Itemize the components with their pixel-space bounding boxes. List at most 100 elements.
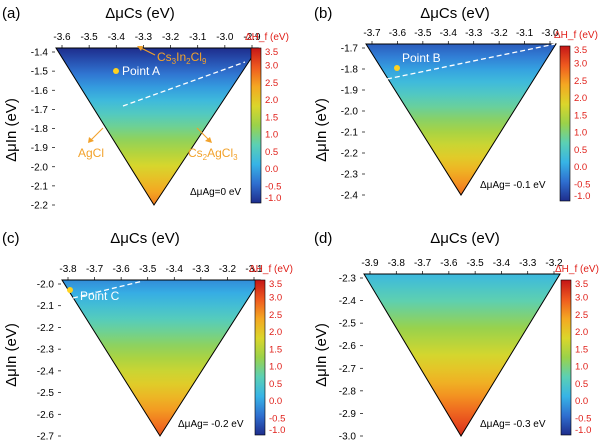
y-tick-label: -2.5 bbox=[339, 319, 357, 330]
y-tick-label: -2.3 bbox=[341, 170, 359, 181]
x-tick-label: -3.4 bbox=[493, 258, 511, 269]
y-tick-label: -2.4 bbox=[37, 366, 55, 377]
colorbar-tick-label: 3.5 bbox=[574, 45, 587, 56]
colorbar-tick-label: -1.0 bbox=[575, 425, 591, 436]
y-tick-label: -2.6 bbox=[37, 410, 55, 421]
x-tick-label: -3.6 bbox=[53, 32, 71, 43]
boundary-dashed-line bbox=[386, 43, 556, 80]
colorbar-tick-label: 1.0 bbox=[269, 362, 282, 373]
colorbar-tick-label: -0.5 bbox=[269, 413, 285, 424]
condition-label: ΔμAg= -0.2 eV bbox=[178, 419, 244, 430]
point-marker bbox=[113, 68, 119, 74]
y-axis-label: ΔμIn (eV) bbox=[3, 98, 20, 162]
y-tick-label: -2.5 bbox=[37, 388, 55, 399]
colorbar-tick-label: 1.0 bbox=[265, 130, 278, 141]
x-tick-label: -3.6 bbox=[113, 264, 131, 275]
point-marker bbox=[67, 287, 73, 293]
x-ticks: -3.8 -3.7 -3.6 -3.5 -3.4 -3.3 -3.2 -3.1 bbox=[59, 264, 263, 280]
y-tick-label: -1.9 bbox=[31, 143, 49, 154]
colorbar-tick-label: 1.0 bbox=[575, 362, 588, 373]
colorbar-tick-label: 0.5 bbox=[265, 147, 278, 158]
x-tick-label: -3.4 bbox=[108, 32, 126, 43]
y-tick-label: -2.0 bbox=[31, 162, 49, 173]
x-tick-label: -3.2 bbox=[491, 28, 509, 39]
colorbar-tick-label: -1.0 bbox=[265, 193, 281, 204]
condition-label: ΔμAg= -0.1 eV bbox=[480, 180, 546, 191]
y-tick-label: -2.1 bbox=[341, 128, 359, 139]
x-ticks: -3.9 -3.8 -3.7 -3.6 -3.5 -3.4 -3.3 -3.2 bbox=[361, 258, 563, 274]
x-tick-label: -3.5 bbox=[467, 258, 485, 269]
x-tick-label: -3.3 bbox=[519, 258, 537, 269]
condition-label: ΔμAg= -0.3 eV bbox=[480, 419, 546, 430]
stability-triangle bbox=[365, 43, 557, 196]
arrowhead-agcl bbox=[88, 137, 94, 143]
point-marker bbox=[394, 65, 400, 71]
colorbar-gradient bbox=[560, 279, 572, 436]
x-tick-label: -3.5 bbox=[139, 264, 157, 275]
x-tick-label: -3.8 bbox=[59, 264, 77, 275]
boundary-dashed-line bbox=[72, 280, 144, 299]
colorbar: ΔH_f (eV) 3.5 3.0 2.5 2.0 1.5 1.0 0.5 0.0 -0.5-1.… bbox=[245, 32, 289, 204]
y-tick-label: -1.7 bbox=[31, 105, 49, 116]
x-tick-label: -3.2 bbox=[162, 32, 180, 43]
y-tick-label: -2.2 bbox=[37, 323, 55, 334]
colorbar-tick-label: -1.0 bbox=[574, 191, 590, 202]
colorbar-tick-label: 3.0 bbox=[574, 59, 587, 70]
point-label: Point C bbox=[80, 289, 120, 303]
colorbar-tick-label: 3.0 bbox=[269, 293, 282, 304]
x-tick-label: -3.6 bbox=[389, 28, 407, 39]
y-axis-label: ΔμIn (eV) bbox=[313, 98, 330, 162]
plot-area: Point A Cs3In2Cl9 AgCl Cs2AgCl3 ΔμAg=0 e… bbox=[55, 46, 259, 206]
x-tick-label: -3.3 bbox=[135, 32, 153, 43]
y-ticks: -1.7 -1.8 -1.9 -2.0 -2.1 -2.2 -2.3 -2.4 bbox=[341, 44, 365, 202]
colorbar: ΔH_f (eV) 3.5 3.0 2.5 2.0 1.5 1.0 0.5 0.0 -0.5-1.… bbox=[249, 264, 293, 436]
x-tick-label: -3.1 bbox=[516, 28, 534, 39]
x-axis-label: ΔμCs (eV) bbox=[110, 230, 180, 247]
colorbar-title: ΔH_f (eV) bbox=[555, 264, 599, 275]
x-tick-label: -3.7 bbox=[86, 264, 104, 275]
arrow-agcl bbox=[89, 127, 104, 142]
panel-a: (a) ΔμCs (eV) -3.6 -3.5 -3.4 -3.3 -3.2 -3.1 -3… bbox=[2, 5, 289, 212]
x-tick-label: -2.9 bbox=[243, 32, 261, 43]
phase-label-text: Cs2AgCl3 bbox=[188, 146, 238, 162]
colorbar-tick-label: 1.5 bbox=[265, 112, 278, 123]
y-axis-label: ΔμIn (eV) bbox=[313, 323, 330, 387]
panel-label: (d) bbox=[314, 230, 332, 247]
x-tick-label: -3.5 bbox=[414, 28, 432, 39]
colorbar-tick-label: 0.0 bbox=[269, 396, 282, 407]
x-axis-label: ΔμCs (eV) bbox=[105, 5, 175, 22]
plot-area: Point B ΔμAg= -0.1 eV bbox=[365, 43, 557, 196]
x-ticks: -3.6 -3.5 -3.4 -3.3 -3.2 -3.1 -3.0 -2.9 bbox=[53, 32, 261, 48]
phase-label-cs2agcl3: Cs2AgCl3 bbox=[188, 127, 238, 162]
y-tick-label: -2.6 bbox=[339, 341, 357, 352]
x-axis-label-text: ΔμCs (eV) bbox=[105, 5, 175, 22]
x-tick-label: -3.7 bbox=[363, 28, 381, 39]
x-tick-label: -3.3 bbox=[192, 264, 210, 275]
x-tick-label: -3.3 bbox=[465, 28, 483, 39]
y-tick-label: -2.7 bbox=[339, 364, 357, 375]
arrowhead-cs2agcl3 bbox=[205, 137, 212, 143]
x-tick-label: -3.0 bbox=[541, 28, 559, 39]
x-tick-label: -3.4 bbox=[440, 28, 458, 39]
colorbar-tick-label: 3.5 bbox=[265, 47, 278, 58]
panel-label: (b) bbox=[314, 5, 332, 22]
phase-label-agcl: AgCl bbox=[78, 127, 104, 160]
colorbar-tick-label: 2.0 bbox=[265, 95, 278, 106]
y-tick-label: -2.2 bbox=[31, 201, 49, 212]
colorbar-tick-label: 3.5 bbox=[575, 279, 588, 290]
colorbar-gradient bbox=[250, 47, 262, 204]
x-tick-label: -3.7 bbox=[414, 258, 432, 269]
colorbar-tick-label: 2.5 bbox=[269, 310, 282, 321]
y-tick-label: -2.8 bbox=[339, 386, 357, 397]
colorbar-tick-label: 1.0 bbox=[574, 128, 587, 139]
stability-triangle bbox=[363, 273, 561, 437]
y-tick-label: -1.6 bbox=[31, 86, 49, 97]
x-tick-label: -3.8 bbox=[388, 258, 406, 269]
colorbar-tick-label: -1.0 bbox=[269, 425, 285, 436]
panel-b: (b) ΔμCs (eV) -3.7 -3.6 -3.5 -3.4 -3.3 -3.2 -3… bbox=[313, 5, 598, 202]
colorbar: ΔH_f (eV) 3.5 3.0 2.5 2.0 1.5 1.0 0.5 0.0 -0.5-1.… bbox=[555, 264, 599, 436]
y-tick-label: -2.3 bbox=[37, 345, 55, 356]
colorbar-tick-label: 0.5 bbox=[574, 145, 587, 156]
point-label: Point A bbox=[122, 64, 160, 78]
colorbar-tick-label: 2.5 bbox=[574, 76, 587, 87]
